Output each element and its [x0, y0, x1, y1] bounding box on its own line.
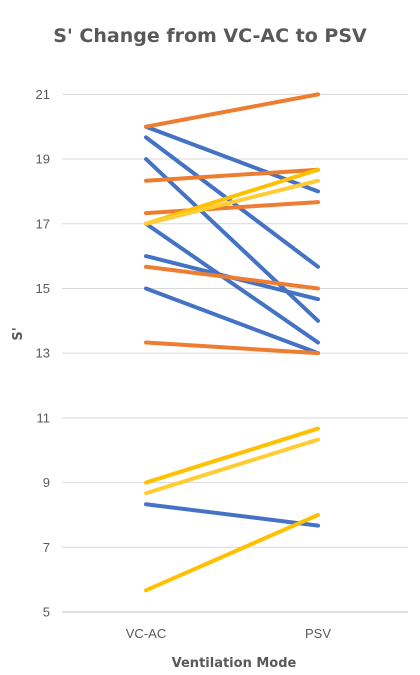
y-tick-label: 21 — [36, 87, 50, 102]
series-line-9 — [144, 167, 320, 183]
series-line-10 — [144, 200, 320, 216]
series-line-8 — [144, 92, 320, 129]
series-lines — [144, 92, 320, 593]
y-axis-title: S' — [11, 327, 26, 340]
y-tick-label: 11 — [37, 410, 51, 425]
y-tick-label: 19 — [36, 152, 50, 167]
series-line-17 — [144, 512, 320, 593]
y-tick-label: 13 — [36, 346, 50, 361]
y-tick-label: 17 — [36, 216, 50, 231]
x-axis-title: Ventilation Mode — [172, 656, 297, 671]
y-tick-label: 15 — [36, 281, 50, 296]
y-tick-label: 9 — [43, 475, 50, 490]
gridlines — [62, 93, 408, 613]
y-tick-labels: 5 7 9 11 13 15 17 19 21 — [36, 87, 50, 620]
x-tick-labels: VC-AC PSV — [126, 626, 332, 641]
series-line-11 — [144, 264, 320, 291]
series-line-4 — [144, 221, 320, 345]
series-line-6 — [144, 286, 320, 356]
series-line-7 — [144, 502, 320, 528]
series-line-14 — [144, 178, 320, 226]
chart-title: S' Change from VC-AC to PSV — [53, 25, 367, 47]
x-tick-label: PSV — [305, 626, 331, 641]
series-line-15 — [144, 426, 320, 485]
y-tick-label: 5 — [43, 605, 50, 620]
y-tick-label: 7 — [43, 540, 50, 555]
series-line-12 — [144, 340, 320, 356]
x-tick-label: VC-AC — [126, 626, 166, 641]
series-line-16 — [144, 437, 320, 496]
